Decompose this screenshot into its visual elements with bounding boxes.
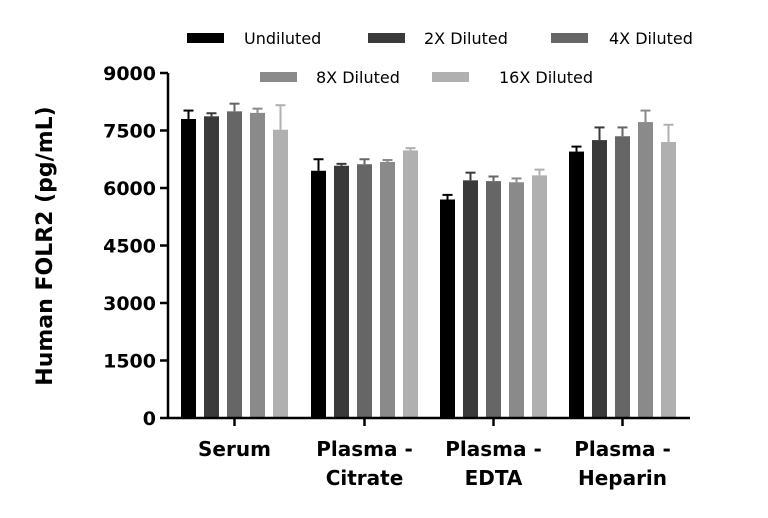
y-tick-label: 1500 [103, 351, 156, 373]
legend-label: Undiluted [244, 29, 321, 48]
bar [615, 136, 630, 418]
legend-label: 4X Diluted [609, 29, 693, 48]
y-tick-label: 3000 [103, 293, 156, 315]
bar [181, 119, 196, 418]
bar [334, 165, 349, 418]
bar [569, 151, 584, 419]
x-tick-label: Serum [198, 437, 271, 461]
bar [204, 116, 219, 419]
bar [638, 122, 653, 419]
legend-swatch [187, 33, 224, 43]
y-tick-label: 0 [143, 408, 156, 430]
legend-label: 2X Diluted [424, 29, 508, 48]
bar [440, 199, 455, 418]
bar [463, 180, 478, 418]
legend-label: 8X Diluted [316, 68, 400, 87]
x-tick-label: Citrate [326, 466, 404, 490]
bar [380, 161, 395, 418]
y-tick-label: 7500 [103, 121, 156, 143]
y-axis-title: Human FOLR2 (pg/mL) [33, 106, 58, 385]
y-tick-label: 9000 [103, 63, 156, 85]
x-tick-label: Plasma - [445, 437, 542, 461]
bar [532, 175, 547, 418]
legend-label: 16X Diluted [499, 68, 593, 87]
legend: Undiluted 2X Diluted 4X Diluted 8X Diluted 1… [187, 29, 693, 87]
bar [357, 164, 372, 418]
bar [486, 181, 501, 418]
x-tick-label: EDTA [465, 466, 523, 490]
bars [181, 102, 676, 419]
legend-swatch [260, 72, 297, 82]
bar [311, 170, 326, 418]
legend-swatch [551, 33, 588, 43]
x-tick-label: Heparin [578, 466, 667, 490]
bar [403, 150, 418, 418]
y-tick-label: 4500 [103, 236, 156, 258]
x-axis: Serum Plasma - Citrate Plasma - EDTA Plasma -… [168, 416, 690, 490]
x-tick-label: Plasma - [316, 437, 413, 461]
y-axis: 0 1500 3000 4500 6000 7500 9000 [103, 63, 170, 430]
y-tick-label: 6000 [103, 178, 156, 200]
x-tick-label: Plasma - [574, 437, 671, 461]
bar [661, 142, 676, 418]
bar [273, 129, 288, 418]
legend-swatch [432, 72, 469, 82]
bar [592, 140, 607, 419]
bar [509, 182, 524, 418]
bar [250, 112, 265, 418]
legend-swatch [368, 33, 405, 43]
bar [227, 111, 242, 418]
